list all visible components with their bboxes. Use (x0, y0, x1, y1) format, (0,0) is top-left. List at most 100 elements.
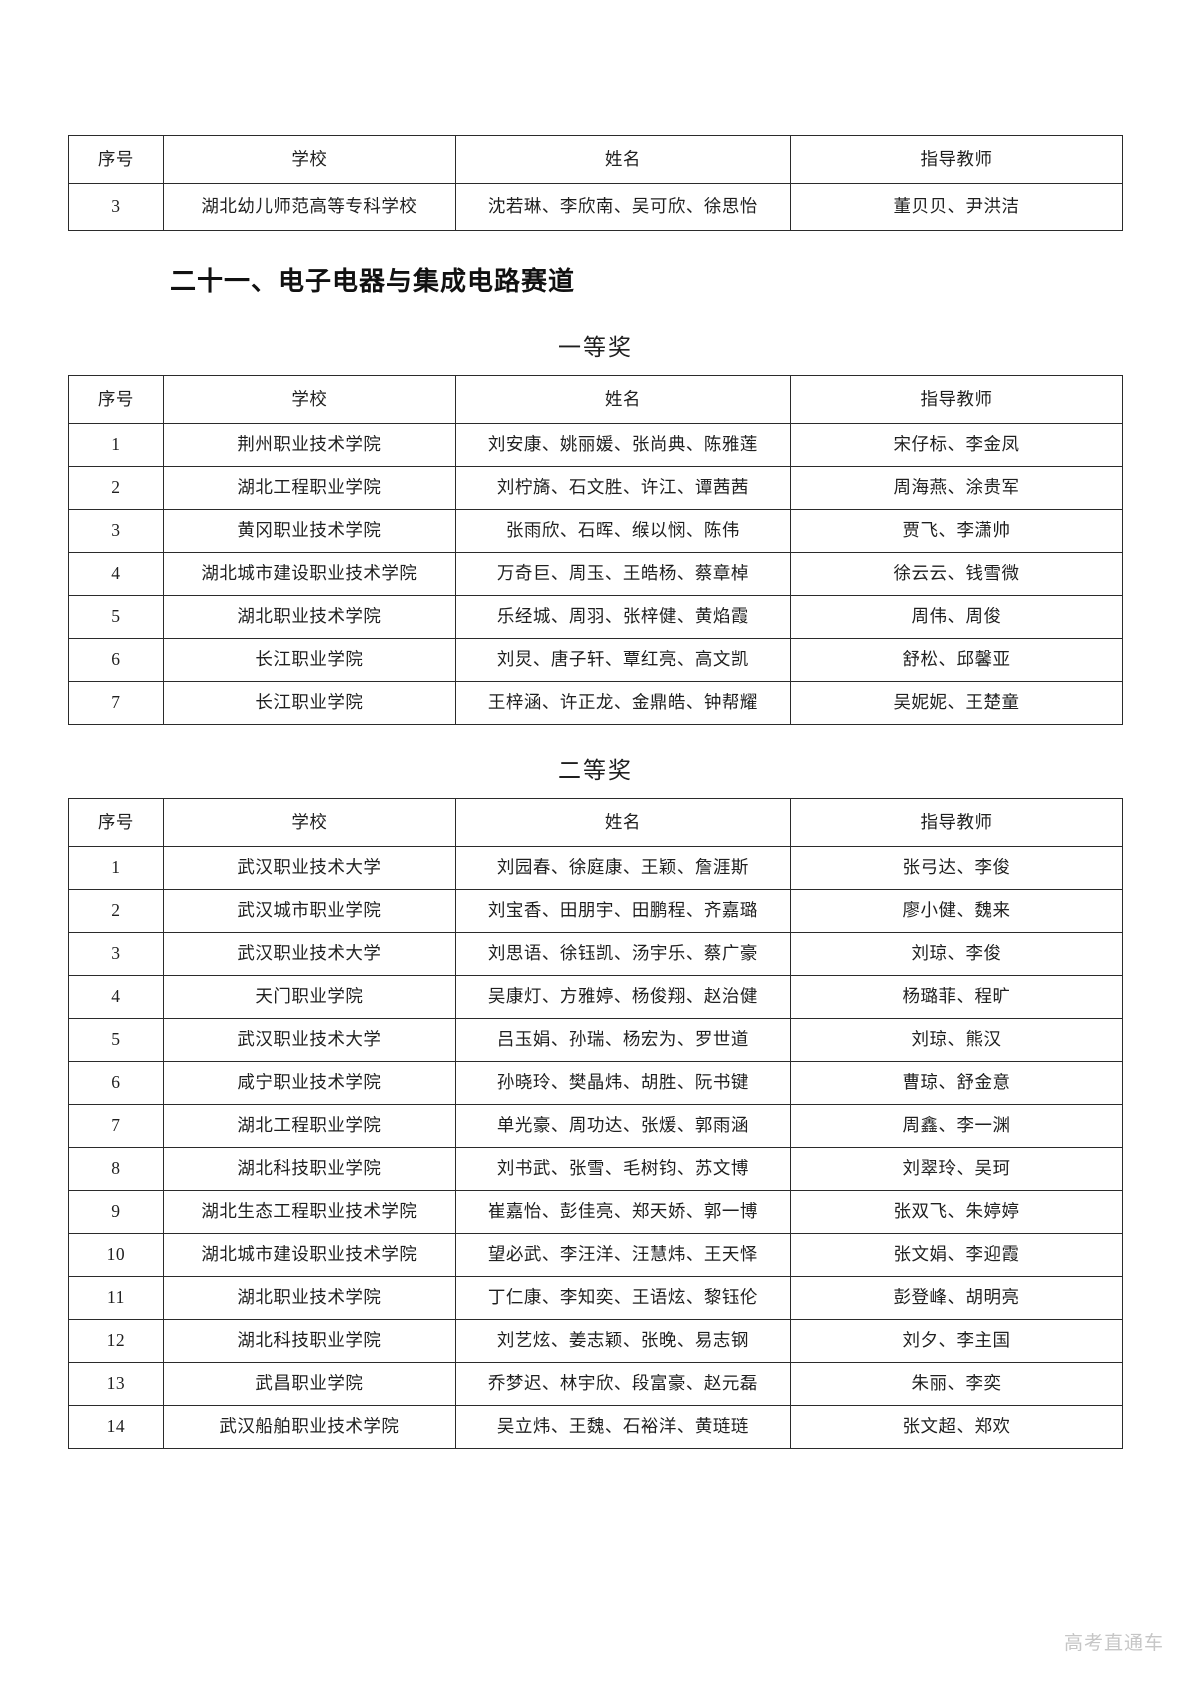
table-row: 6 长江职业学院 刘炅、唐子轩、覃红亮、高文凯 舒松、邱馨亚 (68, 638, 1124, 682)
table-cell: 5 (68, 595, 164, 639)
table-cell: 王梓涵、许正龙、金鼎皓、钟帮耀 (454, 681, 791, 725)
table-cell: 8 (68, 1147, 164, 1191)
table-cell: 湖北城市建设职业技术学院 (162, 1233, 456, 1277)
table-cell: 4 (68, 552, 164, 596)
table-row: 11 湖北职业技术学院 丁仁康、李知奕、王语炫、黎钰伦 彭登峰、胡明亮 (68, 1276, 1124, 1320)
table-cell: 张雨欣、石晖、缑以悯、陈伟 (454, 509, 791, 553)
table-row: 5 湖北职业技术学院 乐经城、周羽、张梓健、黄焰霞 周伟、周俊 (68, 595, 1124, 639)
table-cell: 刘园春、徐庭康、王颖、詹涯斯 (454, 846, 791, 890)
table-cell: 湖北生态工程职业技术学院 (162, 1190, 456, 1234)
table-row: 14 武汉船舶职业技术学院 吴立炜、王魏、石裕洋、黄琏琏 张文超、郑欢 (68, 1405, 1124, 1449)
column-header: 指导教师 (789, 798, 1124, 847)
table-cell: 5 (68, 1018, 164, 1062)
table-cell: 6 (68, 1061, 164, 1105)
carryover-award-table: 序号 学校 姓名 指导教师 3 湖北幼儿师范高等专科学校 沈若琳、李欣南、吴可欣、徐思怡 董贝… (68, 135, 1124, 231)
first-prize-table: 序号 学校 姓名 指导教师 1 荆州职业技术学院 刘安康、姚丽媛、张尚典、陈雅莲 宋仔标、李金… (68, 375, 1124, 725)
table-cell: 董贝贝、尹洪洁 (789, 183, 1124, 231)
table-cell: 11 (68, 1276, 164, 1320)
table-cell: 9 (68, 1190, 164, 1234)
column-header: 学校 (162, 798, 456, 847)
table-cell: 刘柠旖、石文胜、许江、谭茜茜 (454, 466, 791, 510)
table-cell: 13 (68, 1362, 164, 1406)
table-cell: 周鑫、李一渊 (789, 1104, 1124, 1148)
second-prize-label: 二等奖 (558, 758, 633, 783)
table-row: 10 湖北城市建设职业技术学院 望必武、李汪洋、汪慧炜、王天怿 张文娟、李迎霞 (68, 1233, 1124, 1277)
table-cell: 吴妮妮、王楚童 (789, 681, 1124, 725)
table-row: 3 武汉职业技术大学 刘思语、徐钰凯、汤宇乐、蔡广豪 刘琼、李俊 (68, 932, 1124, 976)
table-cell: 刘琼、李俊 (789, 932, 1124, 976)
column-header: 序号 (68, 798, 164, 847)
table-cell: 孙晓玲、樊晶炜、胡胜、阮书键 (454, 1061, 791, 1105)
table-cell: 乐经城、周羽、张梓健、黄焰霞 (454, 595, 791, 639)
table-cell: 吴立炜、王魏、石裕洋、黄琏琏 (454, 1405, 791, 1449)
column-header: 姓名 (454, 375, 791, 424)
table-cell: 贾飞、李潇帅 (789, 509, 1124, 553)
table-cell: 武汉职业技术大学 (162, 932, 456, 976)
table-row: 6 咸宁职业技术学院 孙晓玲、樊晶炜、胡胜、阮书键 曹琼、舒金意 (68, 1061, 1124, 1105)
table-cell: 徐云云、钱雪微 (789, 552, 1124, 596)
section-title: 二十一、电子电器与集成电路赛道 (170, 266, 576, 296)
table-cell: 湖北科技职业学院 (162, 1147, 456, 1191)
table-row: 4 湖北城市建设职业技术学院 万奇巨、周玉、王皓杨、蔡章棹 徐云云、钱雪微 (68, 552, 1124, 596)
table-cell: 1 (68, 846, 164, 890)
table-row: 2 武汉城市职业学院 刘宝香、田朋宇、田鹏程、齐嘉璐 廖小健、魏来 (68, 889, 1124, 933)
table-cell: 刘夕、李主国 (789, 1319, 1124, 1363)
table-cell: 廖小健、魏来 (789, 889, 1124, 933)
table-cell: 张文娟、李迎霞 (789, 1233, 1124, 1277)
table-row: 3 黄冈职业技术学院 张雨欣、石晖、缑以悯、陈伟 贾飞、李潇帅 (68, 509, 1124, 553)
header-row: 序号 学校 姓名 指导教师 (68, 798, 1124, 847)
column-header: 学校 (162, 135, 456, 184)
table-cell: 黄冈职业技术学院 (162, 509, 456, 553)
table-row: 5 武汉职业技术大学 吕玉娟、孙瑞、杨宏为、罗世道 刘琼、熊汉 (68, 1018, 1124, 1062)
table-cell: 刘炅、唐子轩、覃红亮、高文凯 (454, 638, 791, 682)
column-header: 姓名 (454, 798, 791, 847)
table-cell: 张弓达、李俊 (789, 846, 1124, 890)
table-cell: 长江职业学院 (162, 681, 456, 725)
table-row: 2 湖北工程职业学院 刘柠旖、石文胜、许江、谭茜茜 周海燕、涂贵军 (68, 466, 1124, 510)
header-row: 序号 学校 姓名 指导教师 (68, 375, 1124, 424)
table-cell: 单光豪、周功达、张煖、郭雨涵 (454, 1104, 791, 1148)
table-row: 4 天门职业学院 吴康灯、方雅婷、杨俊翔、赵治健 杨璐菲、程旷 (68, 975, 1124, 1019)
table-cell: 湖北职业技术学院 (162, 595, 456, 639)
table-cell: 湖北工程职业学院 (162, 466, 456, 510)
column-header: 序号 (68, 135, 164, 184)
table-row: 12 湖北科技职业学院 刘艺炫、姜志颖、张晚、易志钢 刘夕、李主国 (68, 1319, 1124, 1363)
table-cell: 刘琼、熊汉 (789, 1018, 1124, 1062)
column-header: 序号 (68, 375, 164, 424)
column-header: 指导教师 (789, 135, 1124, 184)
table-cell: 刘宝香、田朋宇、田鹏程、齐嘉璐 (454, 889, 791, 933)
table-cell: 7 (68, 681, 164, 725)
table-row: 1 荆州职业技术学院 刘安康、姚丽媛、张尚典、陈雅莲 宋仔标、李金凤 (68, 423, 1124, 467)
table-cell: 14 (68, 1405, 164, 1449)
table-cell: 湖北科技职业学院 (162, 1319, 456, 1363)
table-cell: 3 (68, 509, 164, 553)
table-cell: 刘思语、徐钰凯、汤宇乐、蔡广豪 (454, 932, 791, 976)
table-cell: 丁仁康、李知奕、王语炫、黎钰伦 (454, 1276, 791, 1320)
table-cell: 12 (68, 1319, 164, 1363)
table-row: 9 湖北生态工程职业技术学院 崔嘉怡、彭佳亮、郑天娇、郭一博 张双飞、朱婷婷 (68, 1190, 1124, 1234)
table-cell: 1 (68, 423, 164, 467)
site-watermark: 高考直通车 (1063, 1633, 1164, 1654)
table-cell: 湖北工程职业学院 (162, 1104, 456, 1148)
header-row: 序号 学校 姓名 指导教师 (68, 135, 1124, 184)
table-cell: 万奇巨、周玉、王皓杨、蔡章棹 (454, 552, 791, 596)
table-cell: 张文超、郑欢 (789, 1405, 1124, 1449)
table-cell: 长江职业学院 (162, 638, 456, 682)
table-row: 8 湖北科技职业学院 刘书武、张雪、毛树钧、苏文博 刘翠玲、吴珂 (68, 1147, 1124, 1191)
column-header: 学校 (162, 375, 456, 424)
table-cell: 武昌职业学院 (162, 1362, 456, 1406)
table-cell: 朱丽、李奕 (789, 1362, 1124, 1406)
table-cell: 刘安康、姚丽媛、张尚典、陈雅莲 (454, 423, 791, 467)
table-cell: 舒松、邱馨亚 (789, 638, 1124, 682)
table-cell: 吴康灯、方雅婷、杨俊翔、赵治健 (454, 975, 791, 1019)
table-cell: 吕玉娟、孙瑞、杨宏为、罗世道 (454, 1018, 791, 1062)
second-prize-table: 序号 学校 姓名 指导教师 1 武汉职业技术大学 刘园春、徐庭康、王颖、詹涯斯 张弓达、李俊 2… (68, 798, 1124, 1449)
table-cell: 彭登峰、胡明亮 (789, 1276, 1124, 1320)
table-cell: 荆州职业技术学院 (162, 423, 456, 467)
table-cell: 武汉城市职业学院 (162, 889, 456, 933)
table-cell: 湖北幼儿师范高等专科学校 (162, 183, 456, 231)
table-cell: 2 (68, 466, 164, 510)
table-row: 7 湖北工程职业学院 单光豪、周功达、张煖、郭雨涵 周鑫、李一渊 (68, 1104, 1124, 1148)
table-cell: 4 (68, 975, 164, 1019)
table-cell: 刘翠玲、吴珂 (789, 1147, 1124, 1191)
